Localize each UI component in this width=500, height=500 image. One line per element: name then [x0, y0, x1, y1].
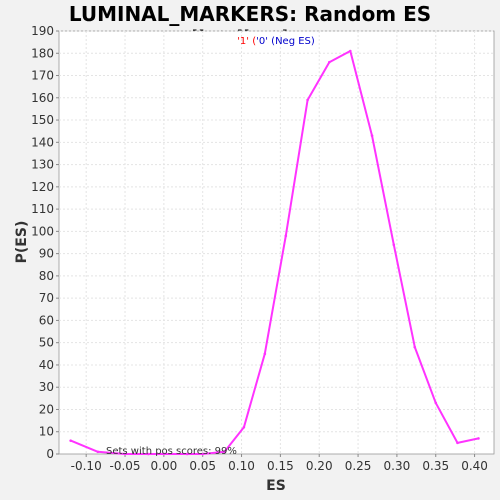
y-tick-label: 90 — [39, 247, 54, 261]
y-tick-label: 80 — [39, 269, 54, 283]
x-tick-label: 0.25 — [345, 459, 372, 473]
y-tick-label: 180 — [31, 46, 54, 60]
x-tick-label: 0.10 — [228, 459, 255, 473]
data-point — [284, 234, 288, 238]
data-point — [185, 452, 189, 456]
x-tick-label: 0.05 — [189, 459, 216, 473]
legend-part2: '0' (Neg ES) — [256, 36, 315, 47]
y-tick-label: 140 — [31, 135, 54, 149]
data-point — [162, 452, 166, 456]
y-tick-label: 170 — [31, 69, 54, 83]
x-tick-label: 0.00 — [151, 459, 178, 473]
x-tick-label: 0.40 — [461, 459, 488, 473]
tick-layer: 0 10 20 30 40 50 60 70 80 90 100 110 120 130 140 150 160… — [31, 24, 488, 473]
data-point — [96, 450, 100, 454]
data-point — [223, 450, 226, 454]
data-point — [147, 452, 150, 456]
data-point — [413, 345, 417, 349]
annotation-text: Sets with pos scores: 99% — [106, 446, 237, 457]
data-point — [123, 452, 127, 456]
data-point — [434, 401, 438, 405]
legend-part1: '1' ( — [237, 36, 256, 47]
data-point — [348, 49, 352, 53]
y-tick-label: 40 — [39, 358, 54, 372]
data-point — [328, 60, 331, 64]
data-point — [263, 352, 267, 356]
y-tick-label: 110 — [31, 202, 54, 216]
y-tick-label: 30 — [39, 380, 54, 394]
y-tick-label: 150 — [31, 113, 54, 127]
x-tick-label: 0.35 — [422, 459, 449, 473]
data-point — [242, 425, 246, 429]
y-tick-label: 10 — [39, 425, 54, 439]
data-point — [456, 441, 459, 445]
x-tick-label: 0.30 — [384, 459, 411, 473]
y-tick-label: 120 — [31, 180, 54, 194]
y-tick-label: 190 — [31, 24, 54, 38]
x-tick-label: 0.20 — [306, 459, 333, 473]
y-axis-label: P(ES) — [14, 221, 30, 264]
data-point — [477, 437, 480, 440]
y-tick-label: 50 — [39, 336, 54, 350]
data-point — [370, 134, 374, 137]
data-point — [201, 452, 205, 456]
data-point — [69, 439, 72, 442]
legend-text: '1' ('0' (Neg ES) — [237, 36, 315, 47]
y-tick-label: 60 — [39, 313, 54, 327]
x-tick-label: 0.15 — [267, 459, 294, 473]
x-axis-label: ES — [266, 478, 286, 494]
y-tick-label: 70 — [39, 291, 54, 305]
data-point — [306, 98, 309, 102]
y-tick-label: 160 — [31, 91, 54, 105]
y-tick-label: 20 — [39, 402, 54, 416]
series-line — [70, 50, 479, 455]
y-tick-label: 130 — [31, 158, 54, 172]
x-tick-label: -0.05 — [109, 459, 140, 473]
line-layer — [69, 49, 480, 456]
plot-area — [58, 30, 495, 455]
y-tick-label: 100 — [31, 224, 54, 238]
data-point — [392, 243, 396, 247]
grid-layer — [59, 30, 494, 454]
y-tick-label: 0 — [46, 447, 54, 461]
x-tick-label: -0.10 — [71, 459, 102, 473]
